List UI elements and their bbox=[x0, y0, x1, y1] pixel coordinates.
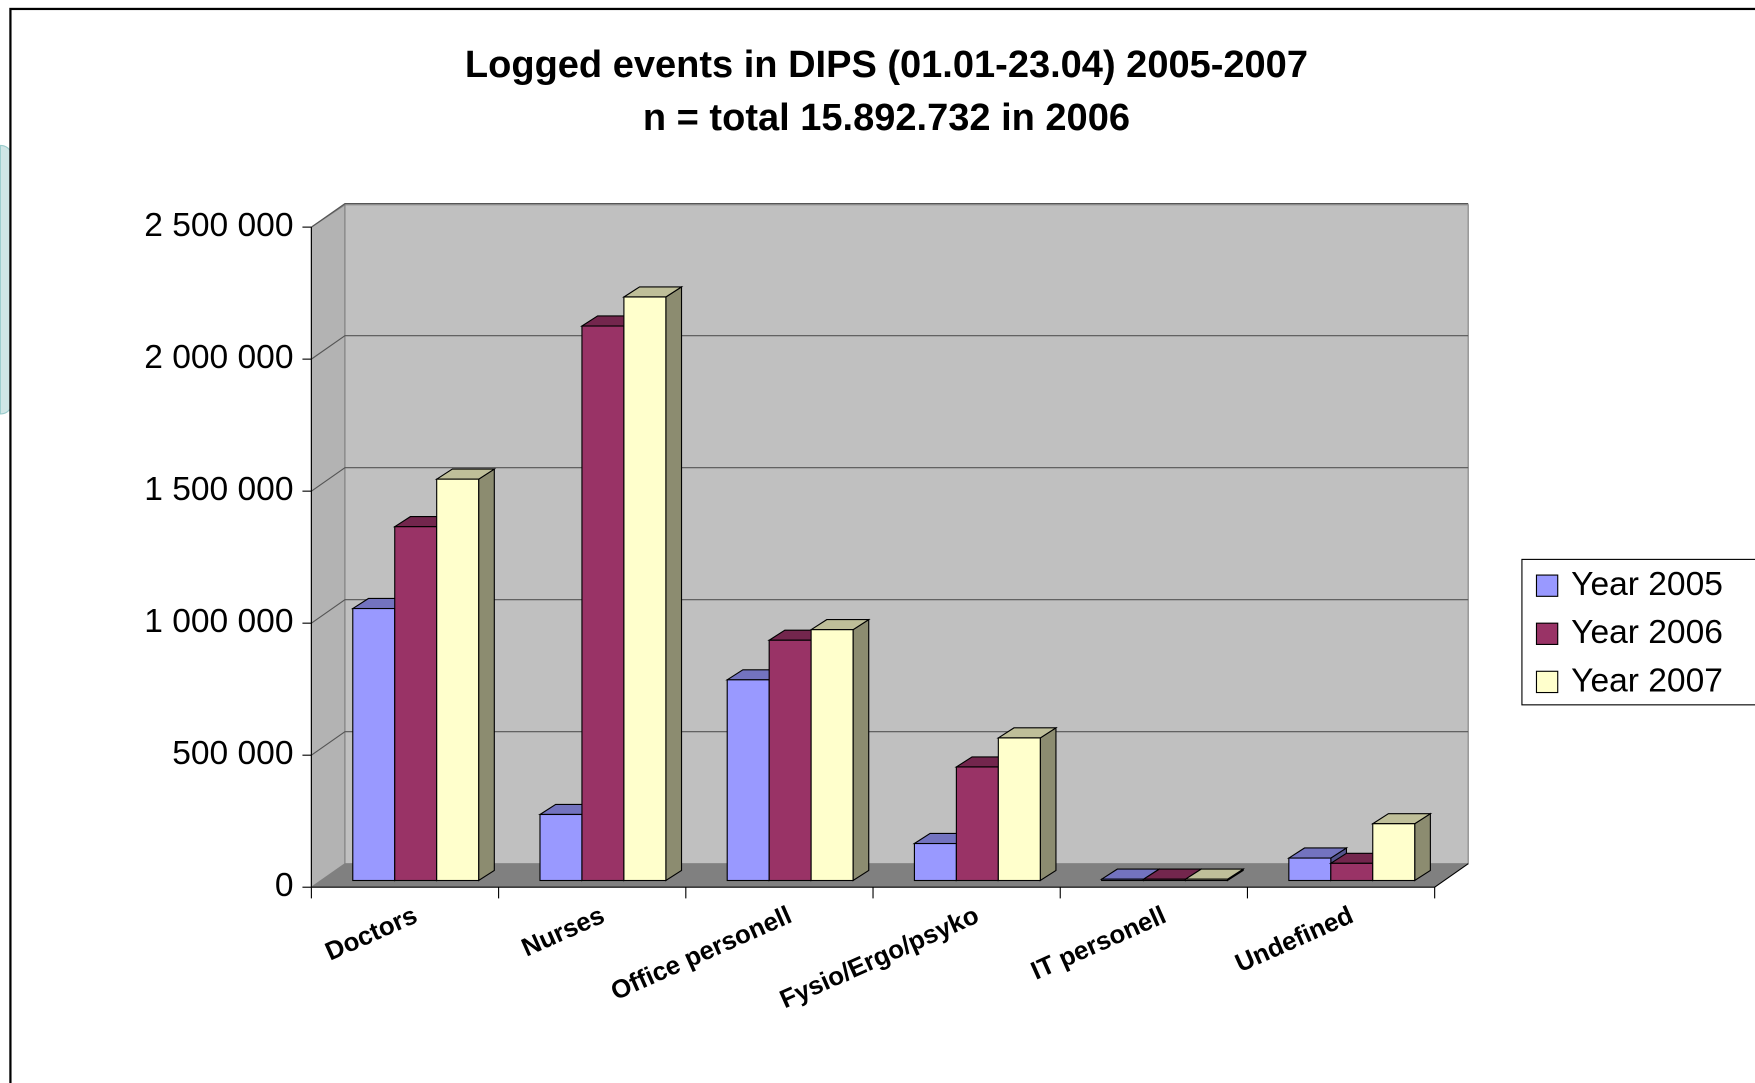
chart-title: Logged events in DIPS (01.01-23.04) 2005… bbox=[465, 44, 1308, 86]
legend-label: Year 2005 bbox=[1571, 566, 1723, 603]
bar bbox=[726, 679, 770, 882]
bar-side bbox=[1039, 726, 1057, 882]
legend-label: Year 2006 bbox=[1571, 614, 1723, 651]
bar bbox=[1372, 823, 1416, 882]
bar-side bbox=[852, 618, 870, 882]
bar bbox=[1330, 862, 1374, 882]
bar-side bbox=[665, 285, 683, 882]
bar bbox=[1143, 878, 1187, 882]
bar bbox=[1184, 878, 1229, 882]
legend: Year 2005 Year 2006 Year 2007 bbox=[1521, 558, 1755, 706]
legend-box bbox=[1521, 558, 1755, 706]
chart-subtitle: n = total 15.892.732 in 2006 bbox=[643, 97, 1130, 139]
bar bbox=[436, 478, 480, 882]
bar bbox=[810, 629, 854, 882]
bar bbox=[352, 607, 396, 882]
bar bbox=[539, 813, 583, 882]
bar bbox=[581, 325, 625, 882]
legend-label: Year 2007 bbox=[1571, 662, 1723, 699]
legend-swatch bbox=[1535, 622, 1559, 645]
y-tick-label: 2 000 000 bbox=[144, 339, 293, 376]
y-tick-label: 1 000 000 bbox=[144, 603, 293, 640]
side-wall bbox=[310, 203, 346, 889]
y-tick-label: 2 500 000 bbox=[144, 207, 293, 244]
bar bbox=[1288, 857, 1332, 882]
grid-line bbox=[311, 731, 1469, 756]
bar bbox=[394, 526, 438, 882]
y-tick-label: 0 bbox=[275, 867, 294, 904]
bar bbox=[1101, 878, 1145, 882]
grid-line bbox=[311, 203, 1469, 228]
back-wall bbox=[344, 204, 1469, 865]
y-tick-label: 500 000 bbox=[172, 735, 293, 772]
bar-side bbox=[1414, 812, 1431, 882]
legend-swatch bbox=[1535, 574, 1559, 597]
grid-line bbox=[311, 335, 1469, 360]
bar bbox=[768, 639, 812, 882]
bar-side bbox=[478, 468, 495, 882]
grid-line bbox=[311, 467, 1469, 492]
legend-swatch bbox=[1535, 670, 1559, 694]
y-tick-label: 1 500 000 bbox=[144, 471, 293, 508]
bar bbox=[913, 842, 957, 882]
grid-line bbox=[311, 599, 1469, 624]
bar bbox=[955, 766, 999, 882]
bar bbox=[997, 737, 1041, 882]
bar bbox=[623, 296, 667, 882]
